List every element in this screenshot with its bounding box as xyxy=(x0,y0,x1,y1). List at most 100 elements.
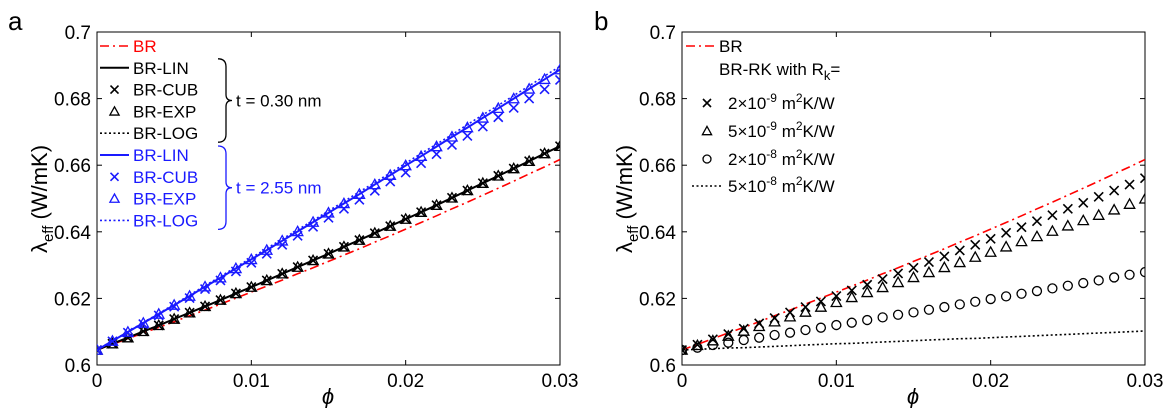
legend-label: 5×10-8 m2K/W xyxy=(728,174,835,196)
data-point xyxy=(291,260,304,272)
data-point xyxy=(1109,185,1120,196)
legend-marker-sample xyxy=(108,192,121,203)
legend-marker-sample xyxy=(702,98,712,108)
data-point xyxy=(800,324,811,336)
data-point xyxy=(1093,275,1104,286)
legend-item: BR-LOG xyxy=(100,124,198,143)
data-point xyxy=(106,334,119,346)
data-point xyxy=(277,268,288,279)
data-point xyxy=(846,317,857,328)
legend-group-brace: t = 0.30 nm xyxy=(217,58,322,143)
x-tick-label: 0.02 xyxy=(387,371,424,392)
data-point xyxy=(215,294,226,306)
data-point xyxy=(1031,216,1043,227)
series-4 xyxy=(97,145,560,351)
panel-a-y-axis-label: λeff (W/mK) xyxy=(27,145,57,253)
data-point xyxy=(1076,213,1090,226)
data-point xyxy=(862,279,873,290)
legend-label: BR-LIN xyxy=(133,146,189,165)
data-point xyxy=(169,313,180,325)
data-point xyxy=(198,299,212,312)
data-point xyxy=(1000,291,1012,302)
brace-path xyxy=(217,58,233,143)
series-line xyxy=(97,65,560,351)
data-point xyxy=(462,185,473,196)
data-point xyxy=(1016,288,1027,299)
data-point xyxy=(553,139,560,152)
data-point xyxy=(152,307,166,319)
data-point xyxy=(682,343,689,355)
legend-item: BR-LIN xyxy=(100,59,189,78)
data-point xyxy=(524,93,535,104)
data-point xyxy=(399,159,412,171)
data-point xyxy=(323,212,334,223)
data-point xyxy=(939,251,950,262)
data-point xyxy=(831,319,842,331)
data-point xyxy=(707,339,719,351)
data-point xyxy=(783,310,797,322)
data-point xyxy=(846,285,857,296)
data-point xyxy=(97,343,104,355)
legend-label: 2×10-9 m2K/W xyxy=(728,91,835,113)
data-point xyxy=(338,203,349,214)
data-point xyxy=(1015,234,1028,247)
data-point xyxy=(1030,229,1044,242)
data-point xyxy=(754,332,765,343)
legend-item: BR-CUB xyxy=(109,168,198,187)
legend-label: BR-EXP xyxy=(133,102,196,121)
data-point xyxy=(877,274,888,285)
data-point xyxy=(1138,192,1145,204)
data-point xyxy=(860,285,874,298)
y-tick-label: 0.66 xyxy=(54,156,91,177)
data-point xyxy=(985,233,996,244)
y-tick-label: 0.62 xyxy=(54,289,91,310)
data-point xyxy=(522,82,536,94)
legend-group-label: t = 0.30 nm xyxy=(236,92,322,111)
series-line xyxy=(97,68,560,351)
data-point xyxy=(923,257,934,268)
data-point xyxy=(970,296,981,307)
data-point xyxy=(953,255,967,268)
series-line xyxy=(682,330,1145,351)
legend-header-main: BR-RK with R xyxy=(719,60,824,79)
data-point xyxy=(1031,285,1043,297)
legend-item: 5×10-9 m2K/W xyxy=(701,119,835,141)
data-point xyxy=(862,314,873,326)
data-point xyxy=(97,344,103,356)
data-point xyxy=(1062,203,1073,214)
data-point xyxy=(508,102,519,113)
data-point xyxy=(199,301,211,312)
data-point xyxy=(1123,197,1136,209)
data-point xyxy=(692,339,703,350)
data-point xyxy=(476,111,490,123)
data-point xyxy=(354,194,365,205)
data-point xyxy=(507,162,520,174)
data-point xyxy=(907,270,920,283)
data-point xyxy=(768,315,781,327)
data-point xyxy=(385,176,396,187)
data-point xyxy=(261,275,272,286)
panel-a-series xyxy=(97,63,560,356)
data-point xyxy=(553,63,560,75)
data-point xyxy=(554,141,560,152)
data-point xyxy=(799,305,812,317)
data-point xyxy=(229,286,243,299)
y-tick-label: 0.68 xyxy=(639,90,676,111)
y-tick-label: 0.64 xyxy=(639,223,676,244)
x-tick-label: 0.02 xyxy=(972,371,1009,392)
series-8 xyxy=(97,65,560,351)
legend-label: BR-CUB xyxy=(133,168,198,187)
data-point xyxy=(369,228,380,239)
panel-b-x-axis-label: ϕ xyxy=(907,384,919,408)
legend-marker-sample xyxy=(108,105,121,116)
panel-b-ticks: 0 0.01 0.02 0.03 0.6 0.62 0.64 0.66 0.68 0.7 xyxy=(639,23,1163,392)
legend-item: BR xyxy=(686,37,743,56)
y-tick-label: 0.66 xyxy=(639,156,676,177)
legend-item: BR-EXP xyxy=(108,102,196,121)
legend-label: BR-EXP xyxy=(133,190,196,209)
data-point xyxy=(121,331,135,343)
panel-a-ticks: 0 0.01 0.02 0.03 0.6 0.62 0.64 0.66 0.68 0.7 xyxy=(54,23,578,392)
data-point xyxy=(477,121,488,132)
data-point xyxy=(308,255,319,266)
panel-b-series xyxy=(682,158,1145,356)
